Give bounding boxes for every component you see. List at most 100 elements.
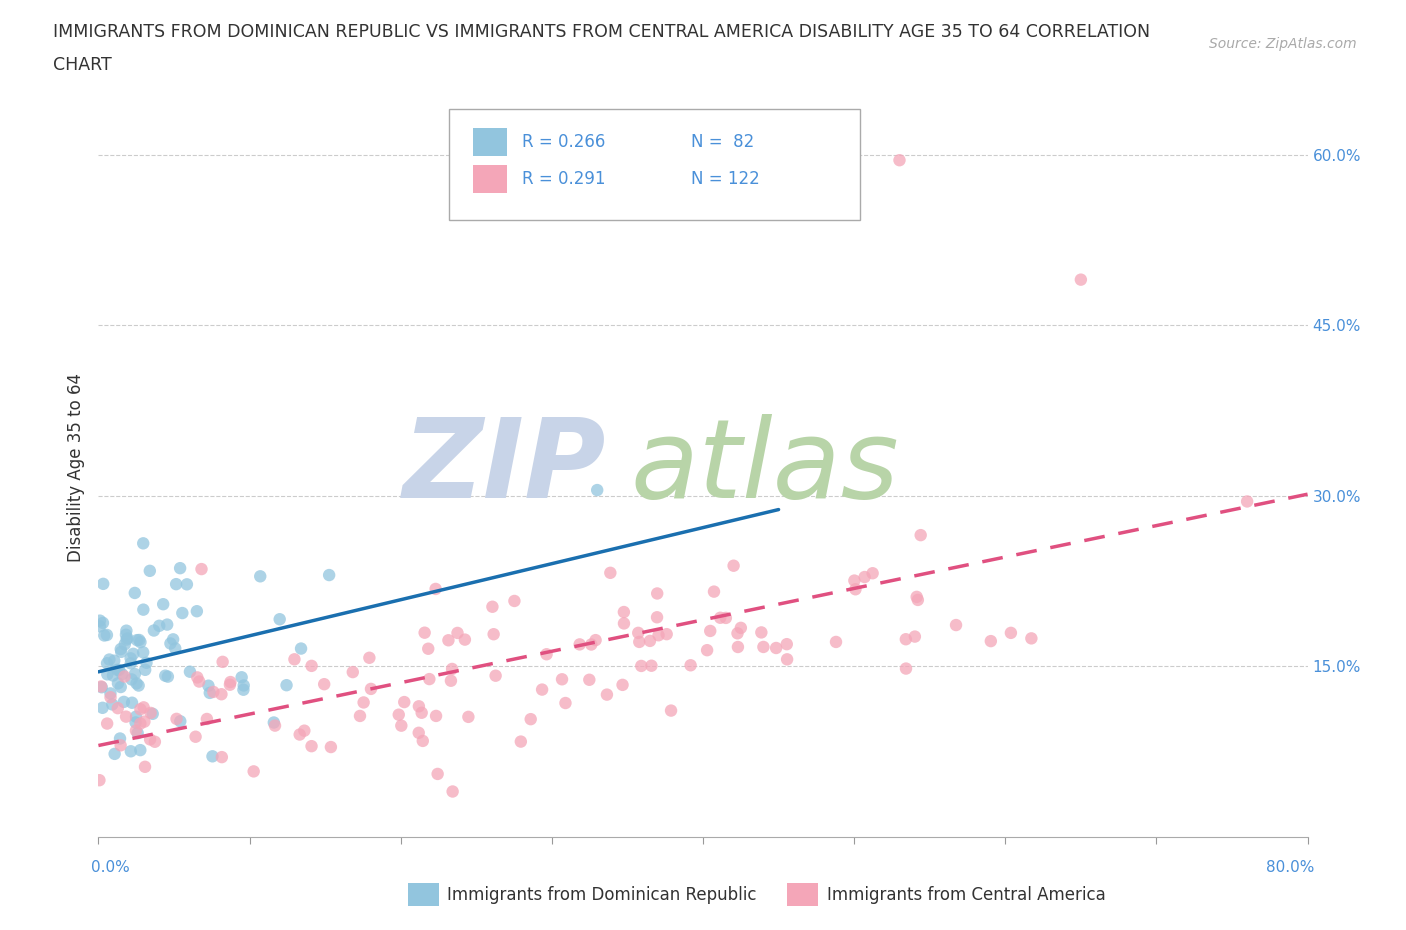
Point — [945, 618, 967, 632]
Point — [825, 634, 848, 649]
Point — [776, 637, 799, 652]
Point — [894, 661, 917, 676]
Point — [655, 627, 678, 642]
Point — [156, 618, 179, 632]
Point — [413, 625, 436, 640]
Point — [93, 628, 115, 643]
Point — [90, 680, 112, 695]
Point — [249, 569, 271, 584]
Point — [536, 646, 558, 661]
Point — [242, 764, 264, 778]
Point — [503, 593, 526, 608]
Point — [425, 709, 447, 724]
Point — [425, 581, 447, 596]
Point — [696, 643, 718, 658]
Text: ZIP: ZIP — [402, 414, 606, 521]
Point — [613, 616, 636, 631]
Point — [581, 637, 603, 652]
Point — [910, 527, 932, 542]
Point — [197, 678, 219, 693]
Point — [613, 604, 636, 619]
Point — [232, 683, 254, 698]
Point — [889, 153, 911, 167]
FancyBboxPatch shape — [449, 109, 860, 219]
Point — [360, 682, 382, 697]
Point — [714, 610, 737, 625]
Point — [904, 629, 927, 644]
Point — [115, 628, 138, 643]
Point — [129, 634, 152, 649]
Point — [101, 668, 124, 683]
Point — [90, 679, 112, 694]
Point — [437, 632, 460, 647]
Point — [201, 749, 224, 764]
Point — [554, 696, 576, 711]
Point — [107, 700, 129, 715]
Point — [509, 734, 531, 749]
Point — [107, 676, 129, 691]
Point — [727, 640, 749, 655]
Point — [142, 707, 165, 722]
Point — [127, 725, 149, 740]
Text: atlas: atlas — [630, 414, 898, 521]
Point — [89, 619, 111, 634]
Point — [441, 784, 464, 799]
Point — [186, 604, 208, 618]
Point — [96, 716, 118, 731]
Point — [231, 670, 253, 684]
Point — [301, 658, 323, 673]
Point — [640, 658, 662, 673]
Point — [121, 696, 143, 711]
Point — [219, 674, 242, 689]
Point — [765, 641, 787, 656]
Point — [263, 715, 285, 730]
Point — [128, 632, 150, 647]
Point — [551, 671, 574, 686]
Point — [188, 674, 211, 689]
Point — [202, 684, 225, 699]
Point — [232, 678, 254, 693]
Point — [318, 567, 340, 582]
Point — [342, 665, 364, 680]
Point — [159, 636, 181, 651]
Point — [418, 642, 440, 657]
Point — [645, 610, 668, 625]
Point — [120, 744, 142, 759]
Point — [124, 715, 146, 730]
Point — [353, 695, 375, 710]
Point — [198, 685, 221, 700]
Point — [1000, 626, 1022, 641]
Point — [679, 658, 702, 672]
Point — [165, 577, 187, 591]
Point — [1327, 238, 1350, 253]
Point — [211, 750, 233, 764]
Point — [418, 671, 440, 686]
Point — [630, 658, 652, 673]
Point — [907, 592, 929, 607]
Point — [454, 632, 477, 647]
Point — [115, 623, 138, 638]
Point — [862, 565, 884, 580]
Point — [98, 652, 121, 667]
Point — [844, 582, 866, 597]
Point — [169, 714, 191, 729]
Point — [125, 724, 148, 738]
Point — [531, 682, 554, 697]
Point — [844, 573, 866, 588]
Point — [723, 558, 745, 573]
Point — [184, 729, 207, 744]
Point — [155, 669, 177, 684]
Point — [134, 662, 156, 677]
Point — [578, 672, 600, 687]
Point — [596, 687, 619, 702]
Point — [457, 710, 479, 724]
Bar — [474, 165, 508, 193]
Point — [108, 731, 131, 746]
Point — [290, 641, 312, 656]
Point — [699, 623, 721, 638]
Point — [108, 662, 131, 677]
Point — [659, 703, 682, 718]
Point — [481, 599, 503, 614]
Point — [412, 734, 434, 749]
Point — [394, 695, 416, 710]
